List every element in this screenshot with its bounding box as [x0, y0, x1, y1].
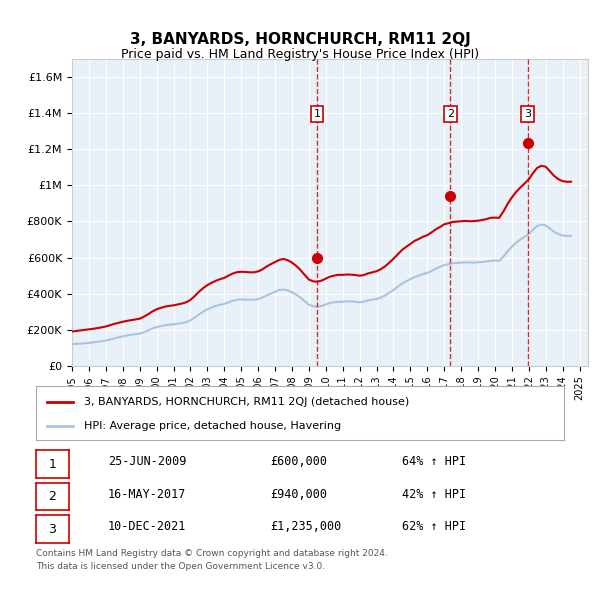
Text: 64% ↑ HPI: 64% ↑ HPI [402, 455, 466, 468]
Text: £1,235,000: £1,235,000 [270, 520, 341, 533]
Text: 25-JUN-2009: 25-JUN-2009 [108, 455, 187, 468]
Text: £940,000: £940,000 [270, 487, 327, 501]
Text: 3: 3 [524, 109, 531, 119]
Text: 42% ↑ HPI: 42% ↑ HPI [402, 487, 466, 501]
Text: 3, BANYARDS, HORNCHURCH, RM11 2QJ: 3, BANYARDS, HORNCHURCH, RM11 2QJ [130, 32, 470, 47]
Text: This data is licensed under the Open Government Licence v3.0.: This data is licensed under the Open Gov… [36, 562, 325, 571]
Text: Contains HM Land Registry data © Crown copyright and database right 2024.: Contains HM Land Registry data © Crown c… [36, 549, 388, 558]
Text: 16-MAY-2017: 16-MAY-2017 [108, 487, 187, 501]
Text: 3, BANYARDS, HORNCHURCH, RM11 2QJ (detached house): 3, BANYARDS, HORNCHURCH, RM11 2QJ (detac… [83, 398, 409, 407]
Text: 2: 2 [49, 490, 56, 503]
Text: £600,000: £600,000 [270, 455, 327, 468]
Text: 1: 1 [313, 109, 320, 119]
Text: 62% ↑ HPI: 62% ↑ HPI [402, 520, 466, 533]
Text: 1: 1 [49, 458, 56, 471]
Text: HPI: Average price, detached house, Havering: HPI: Average price, detached house, Have… [83, 421, 341, 431]
Text: Price paid vs. HM Land Registry's House Price Index (HPI): Price paid vs. HM Land Registry's House … [121, 48, 479, 61]
Text: 3: 3 [49, 523, 56, 536]
Text: 10-DEC-2021: 10-DEC-2021 [108, 520, 187, 533]
Text: 2: 2 [447, 109, 454, 119]
